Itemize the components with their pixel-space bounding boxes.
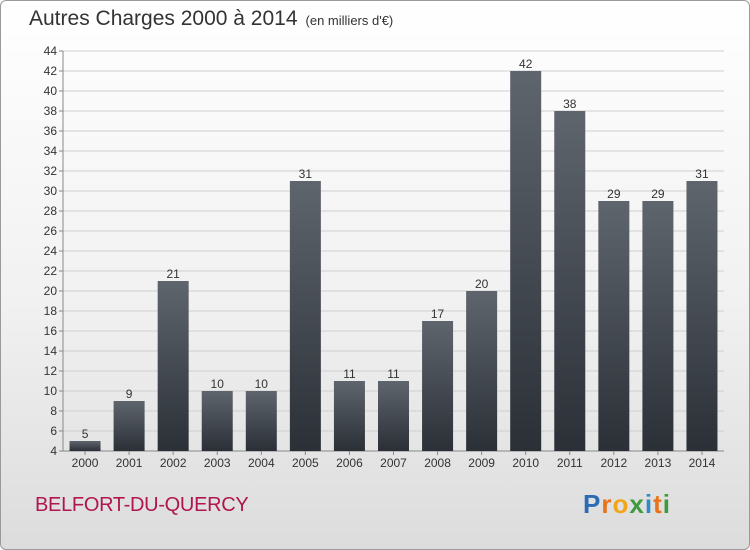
y-tick-label: 32	[44, 164, 58, 178]
y-tick-label: 40	[44, 84, 58, 98]
y-tick-label: 38	[44, 104, 58, 118]
y-tick-label: 36	[44, 124, 58, 138]
y-tick-label: 14	[44, 344, 58, 358]
bars	[69, 71, 718, 451]
logo-letter: x	[629, 489, 645, 519]
logo-letter: i	[644, 489, 654, 519]
bar	[598, 201, 630, 451]
x-tick-label: 2012	[600, 456, 627, 470]
logo-letter: r	[601, 489, 613, 519]
y-tick-label: 44	[44, 44, 58, 58]
x-tick-label: 2006	[336, 456, 363, 470]
logo-letter: P	[583, 489, 602, 519]
chart-unit: (en milliers d'€)	[305, 13, 394, 28]
data-label: 10	[211, 377, 225, 391]
y-tick-label: 18	[44, 304, 58, 318]
bar	[157, 281, 189, 451]
chart-title-text: Autres Charges 2000 à 2014	[29, 7, 298, 30]
bar	[422, 321, 454, 451]
x-tick-label: 2007	[380, 456, 407, 470]
logo-letter: o	[612, 489, 630, 519]
data-label: 5	[82, 427, 89, 441]
y-tick-label: 22	[44, 264, 58, 278]
bar	[510, 71, 542, 451]
bar	[686, 181, 718, 451]
x-tick-label: 2008	[424, 456, 451, 470]
bar	[201, 391, 233, 451]
data-label: 21	[166, 267, 180, 281]
y-tick-label: 20	[44, 284, 58, 298]
x-tick-label: 2010	[512, 456, 539, 470]
data-label: 9	[126, 387, 133, 401]
x-tick-label: 2003	[204, 456, 231, 470]
commune-name: BELFORT-DU-QUERCY	[35, 494, 249, 516]
y-tick-label: 10	[44, 384, 58, 398]
data-label: 11	[343, 367, 356, 381]
data-label: 17	[431, 307, 445, 321]
x-tick-label: 2013	[645, 456, 672, 470]
x-tick-label: 2001	[116, 456, 143, 470]
bar	[113, 401, 145, 451]
y-tick-label: 4	[50, 444, 57, 458]
bar	[554, 111, 586, 451]
data-label: 11	[387, 367, 400, 381]
y-tick-label: 12	[44, 364, 58, 378]
data-label: 10	[255, 377, 269, 391]
y-tick-label: 26	[44, 224, 58, 238]
x-tick-label: 2002	[160, 456, 187, 470]
bar	[289, 181, 321, 451]
y-tick-label: 8	[50, 404, 57, 418]
x-tick-label: 2014	[689, 456, 716, 470]
y-tick-label: 16	[44, 324, 58, 338]
bar	[245, 391, 277, 451]
data-label: 42	[519, 57, 533, 71]
bar	[378, 381, 409, 451]
data-label: 29	[651, 187, 665, 201]
y-tick-label: 30	[44, 184, 58, 198]
data-label: 29	[607, 187, 621, 201]
bar	[69, 441, 101, 451]
y-tick-label: 28	[44, 204, 58, 218]
chart-title: Autres Charges 2000 à 2014 (en milliers d…	[29, 7, 393, 31]
y-tick-label: 24	[44, 244, 58, 258]
data-label: 31	[299, 167, 313, 181]
bar	[642, 201, 674, 451]
bar	[466, 291, 498, 451]
x-tick-label: 2011	[557, 456, 583, 470]
x-tick-label: 2005	[292, 456, 319, 470]
x-tick-label: 2000	[72, 456, 99, 470]
bar	[333, 381, 365, 451]
data-label: 20	[475, 277, 489, 291]
y-tick-label: 34	[44, 144, 58, 158]
labels: 4 6 8 10 12 14 16 18 20 22 24 26 28 30 32 34 36 38 40 42 44 5…	[44, 44, 716, 470]
logo-letter: t	[653, 489, 663, 519]
logo-letter: i	[662, 489, 671, 519]
data-label: 38	[563, 97, 577, 111]
y-tick-label: 6	[50, 424, 57, 438]
y-tick-label: 42	[44, 64, 58, 78]
x-tick-label: 2009	[468, 456, 495, 470]
proxiti-logo: Proxiti	[583, 489, 671, 520]
data-label: 31	[695, 167, 709, 181]
x-tick-label: 2004	[248, 456, 275, 470]
